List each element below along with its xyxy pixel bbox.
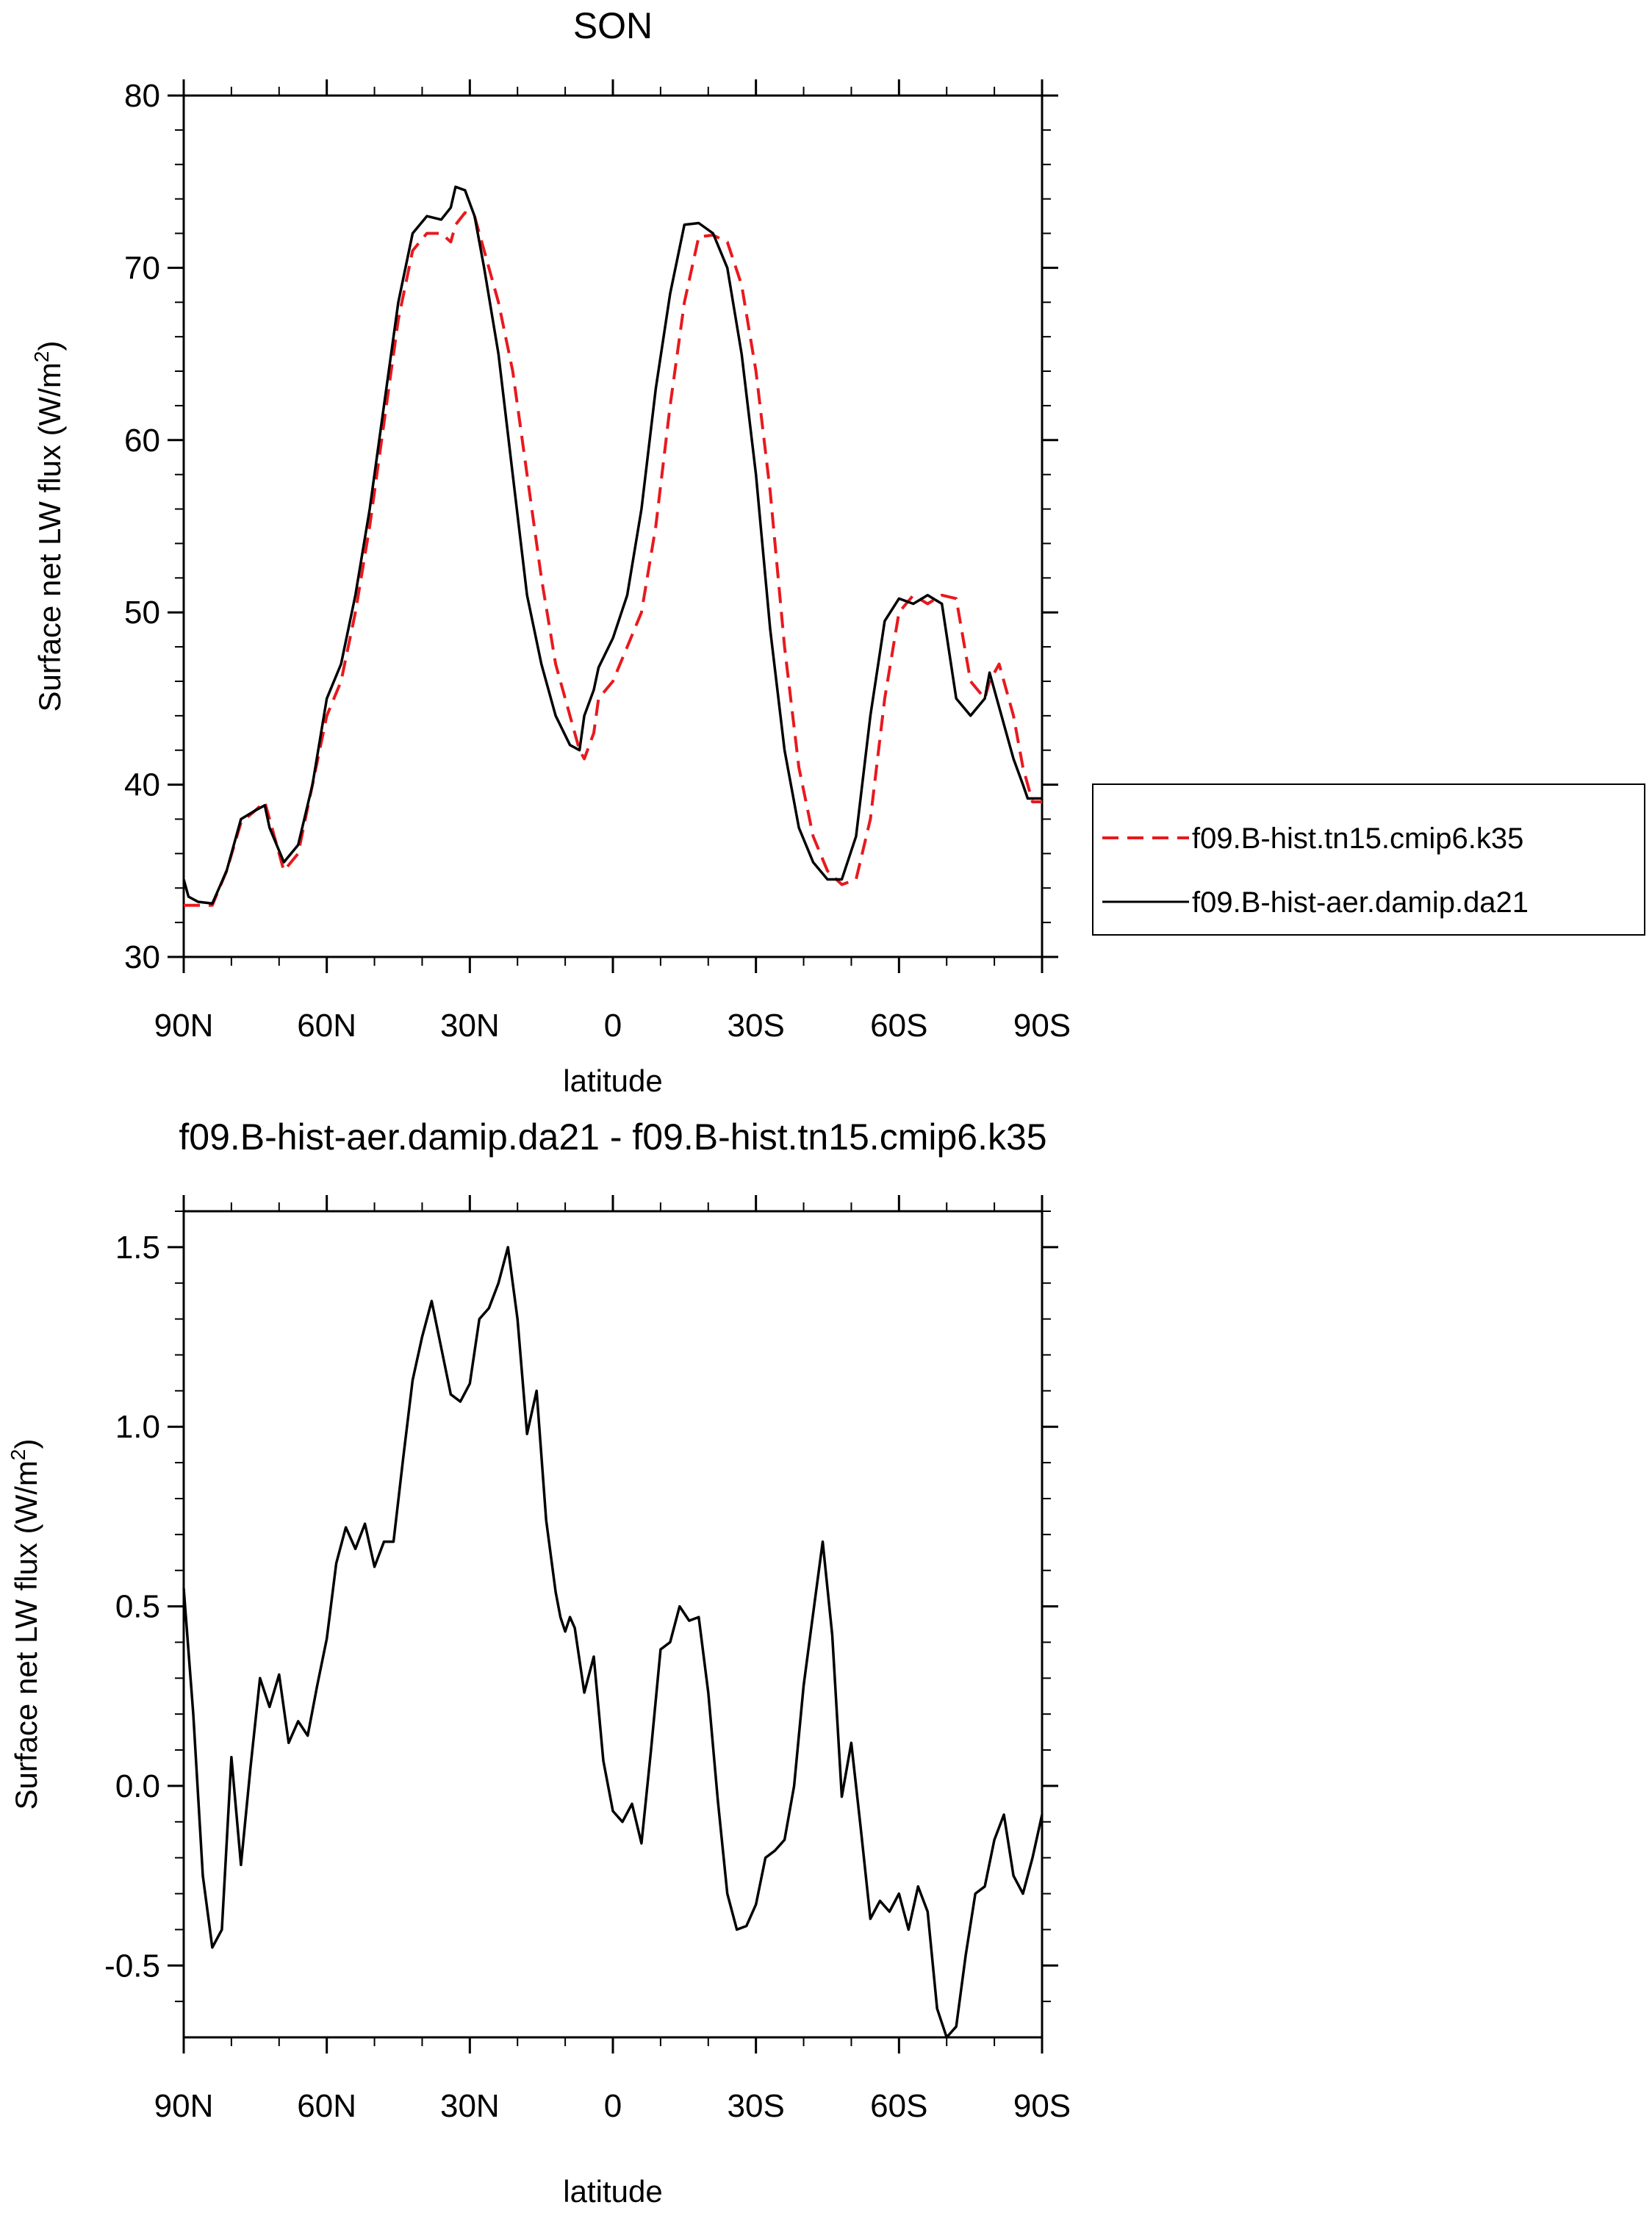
x-tick-label: 90S — [1013, 1008, 1071, 1044]
x-axis-label: latitude — [563, 1064, 662, 1098]
series-line-0 — [184, 211, 1042, 907]
chart-title: SON — [573, 5, 653, 46]
bottom-chart: f09.B-hist-aer.damip.da21 - f09.B-hist.t… — [7, 1116, 1071, 2209]
x-tick-label: 30N — [440, 2088, 500, 2124]
y-tick-label: 60 — [124, 423, 160, 459]
x-axis-ticks: 90N 60N 30N 0 30S 60S 90S — [154, 1195, 1071, 2124]
x-tick-label: 30S — [728, 2088, 785, 2124]
y-axis-ticks: 30 40 50 60 70 80 — [124, 78, 1058, 975]
y-tick-label: 40 — [124, 767, 160, 803]
y-tick-label: 0.0 — [115, 1768, 160, 1804]
y-tick-label: 1.0 — [115, 1409, 160, 1445]
legend-label-da21: f09.B-hist-aer.damip.da21 — [1192, 886, 1529, 919]
series-layer — [182, 185, 1042, 907]
x-tick-label: 90S — [1013, 2088, 1071, 2124]
series-line-1 — [182, 185, 1042, 905]
top-chart: SON 30 40 50 60 70 80 90N 60N 30N 0 30S 60S 90S lat… — [30, 5, 1645, 1098]
y-tick-label: 0.5 — [115, 1589, 160, 1625]
y-tick-label: 30 — [124, 939, 160, 975]
plot-frame — [182, 94, 1044, 958]
y-axis-label: Surface net LW flux (W/m2) — [30, 341, 67, 712]
x-tick-label: 90N — [154, 2088, 214, 2124]
y-axis-ticks: -0.5 0.0 0.5 1.0 1.5 — [104, 1210, 1058, 2003]
x-axis-label: latitude — [563, 2174, 662, 2209]
legend-label-k35: f09.B-hist.tn15.cmip6.k35 — [1192, 822, 1523, 855]
y-tick-label: 70 — [124, 250, 160, 286]
x-tick-label: 0 — [604, 1008, 622, 1044]
series-layer — [182, 1246, 1044, 2039]
x-tick-label: 60S — [870, 2088, 927, 2124]
chart-title: f09.B-hist-aer.damip.da21 - f09.B-hist.t… — [179, 1116, 1046, 1158]
x-tick-label: 30N — [440, 1008, 500, 1044]
legend-box — [1092, 783, 1645, 936]
y-axis-label: Surface net LW flux (W/m2) — [7, 1439, 43, 1810]
x-tick-label: 30S — [728, 1008, 785, 1044]
y-tick-label: 80 — [124, 78, 160, 114]
y-tick-label: 1.5 — [115, 1230, 160, 1266]
x-axis-ticks: 90N 60N 30N 0 30S 60S 90S — [154, 79, 1071, 1044]
x-tick-label: 90N — [154, 1008, 214, 1044]
y-tick-label: -0.5 — [104, 1948, 160, 1984]
x-tick-label: 60S — [870, 1008, 927, 1044]
legend: f09.B-hist.tn15.cmip6.k35 f09.B-hist-aer… — [1092, 783, 1645, 936]
series-line-0 — [182, 1246, 1044, 2039]
y-tick-label: 50 — [124, 595, 160, 631]
x-tick-label: 60N — [297, 1008, 356, 1044]
x-tick-label: 60N — [297, 2088, 356, 2124]
x-tick-label: 0 — [604, 2088, 622, 2124]
